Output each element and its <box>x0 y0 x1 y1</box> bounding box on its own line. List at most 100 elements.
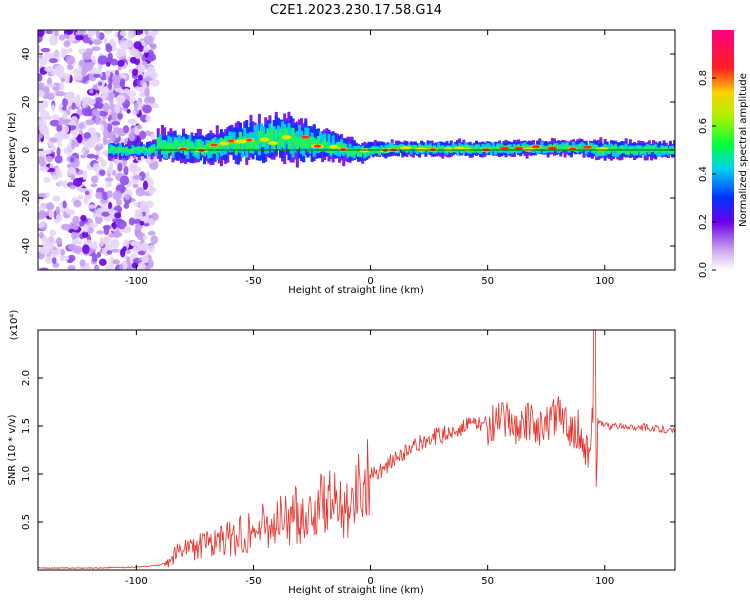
band-cell <box>624 149 628 155</box>
band-cell <box>658 147 662 157</box>
band-cell <box>241 139 245 150</box>
colorbar: 0.0 0.2 0.4 0.6 0.8 Normalized spectral ampl… <box>698 30 749 278</box>
noise-cell <box>70 174 75 181</box>
band-cell <box>350 149 354 157</box>
noise-cell <box>45 155 53 163</box>
noise-cell <box>134 85 144 91</box>
noise-cell <box>99 169 106 176</box>
band-cell <box>304 138 308 149</box>
band-cell <box>247 138 251 150</box>
noise-cell <box>91 253 98 263</box>
noise-cell <box>119 48 127 57</box>
band-cell <box>510 146 514 152</box>
band-cell <box>154 148 158 153</box>
band-cell <box>633 149 637 154</box>
band-cell <box>152 147 156 151</box>
band-cell <box>234 142 238 155</box>
noise-cell <box>94 102 103 109</box>
band-cell <box>319 131 323 151</box>
noise-cell <box>75 34 84 41</box>
band-cell <box>612 148 616 157</box>
noise-cell <box>113 126 120 134</box>
noise-cell <box>130 240 141 247</box>
band-cell <box>609 146 613 152</box>
noise-cell <box>63 48 70 54</box>
band-cell <box>420 145 424 149</box>
noise-cell <box>142 82 148 90</box>
noise-cell <box>142 104 152 114</box>
band-cell <box>561 145 565 150</box>
noise-cell <box>83 132 92 139</box>
noise-cell <box>91 244 98 250</box>
noise-cell <box>101 86 110 96</box>
noise-cell <box>64 92 72 100</box>
noise-cell <box>62 97 68 108</box>
band-cell <box>337 141 341 150</box>
noise-cell <box>39 166 50 172</box>
noise-cell <box>112 259 121 265</box>
band-cell <box>635 149 639 155</box>
band-cell <box>643 148 647 156</box>
band-cell <box>270 126 274 141</box>
band-cell <box>641 148 645 154</box>
peak-core <box>210 143 218 147</box>
noise-cell <box>101 94 109 99</box>
noise-cell <box>132 68 138 76</box>
band-cell <box>441 146 445 151</box>
peak-core <box>313 144 322 148</box>
band-cell <box>628 147 632 152</box>
band-cell <box>144 148 148 156</box>
noise-cell <box>119 175 130 186</box>
spectrogram-ytick-label: 0 <box>21 147 32 153</box>
noise-cell <box>126 108 131 114</box>
noise-cell <box>55 206 61 215</box>
noise-cell <box>71 231 77 240</box>
noise-cell <box>86 153 96 159</box>
noise-cell <box>95 97 103 104</box>
band-cell <box>588 145 592 158</box>
noise-cell <box>48 243 54 253</box>
band-cell <box>146 141 150 155</box>
noise-cell <box>104 177 114 182</box>
noise-cell <box>69 121 74 126</box>
noise-cell <box>95 115 101 125</box>
noise-cell <box>68 258 74 264</box>
noise-cell <box>52 195 61 202</box>
band-cell <box>300 137 304 149</box>
band-cell <box>534 147 538 151</box>
band-cell <box>654 150 658 155</box>
band-cell <box>348 148 352 154</box>
noise-cell <box>40 47 51 53</box>
noise-cell <box>62 73 71 80</box>
band-cell <box>451 142 455 151</box>
noise-cell <box>88 40 93 46</box>
noise-cell <box>136 166 142 172</box>
band-cell <box>281 132 285 148</box>
band-cell <box>359 150 363 157</box>
noise-cell <box>105 57 114 63</box>
noise-cell <box>80 214 87 222</box>
noise-cell <box>132 175 143 180</box>
noise-cell <box>84 62 94 71</box>
noise-cell <box>119 30 127 37</box>
noise-cell <box>143 46 150 53</box>
noise-cell <box>150 235 159 245</box>
noise-cell <box>110 248 121 253</box>
band-cell <box>276 125 280 149</box>
noise-cell <box>57 180 64 187</box>
noise-cell <box>124 193 131 201</box>
noise-cell <box>68 105 73 111</box>
band-cell <box>260 130 264 143</box>
noise-cell <box>48 210 55 219</box>
band-cell <box>222 141 226 155</box>
noise-cell <box>114 87 124 93</box>
band-cell <box>114 148 118 154</box>
band-cell <box>597 149 601 156</box>
band-cell <box>413 145 417 149</box>
noise-cell <box>147 230 156 236</box>
band-cell <box>485 143 489 153</box>
band-cell <box>144 147 148 151</box>
band-cell <box>378 149 382 154</box>
band-cell <box>289 134 293 150</box>
noise-cell <box>49 137 58 143</box>
